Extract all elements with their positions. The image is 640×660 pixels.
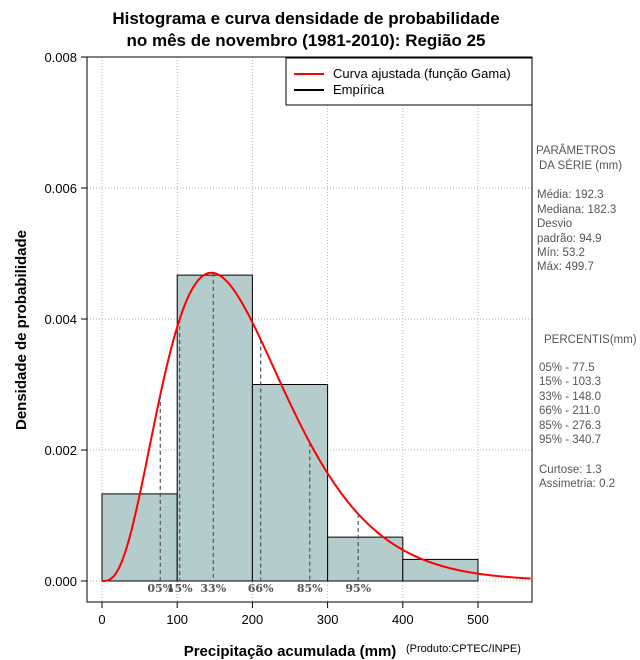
histogram-bar-2 <box>251 384 329 582</box>
x-tick-label-4: 400 <box>392 612 414 627</box>
param-media: Média: 192.3 <box>537 189 604 201</box>
y-tick-label-1: 0.002 <box>44 443 77 458</box>
param-desvio-2: padrão: 94.9 <box>537 233 602 245</box>
percentil-15: 15% - 103.3 <box>539 376 601 388</box>
y-tick-label-3: 0.006 <box>44 181 77 196</box>
x-tick-label-5: 500 <box>467 612 489 627</box>
percentil-05: 05% - 77.5 <box>539 362 595 374</box>
y-axis-label: Densidade de probabilidade <box>13 230 30 430</box>
gamma-curve <box>101 271 531 582</box>
percentile-label-66%: 66% <box>248 582 274 595</box>
legend-label-fitted: Curva ajustada (função Gama) <box>333 66 511 81</box>
percentile-label-15%: 15% <box>167 582 193 595</box>
params-title-1: PARÂMETROS <box>536 144 616 157</box>
percentile-labels: 05%15% 33% 66% 85% 95% <box>147 582 371 595</box>
legend-box <box>285 57 533 106</box>
param-min: Mín: 53.2 <box>537 247 585 259</box>
credit-text: (Produto:CPTEC/INPE) <box>406 643 521 655</box>
percentil-66: 66% - 211.0 <box>539 405 600 417</box>
y-axis: 0.000 0.002 0.004 0.006 0.008 <box>44 50 87 589</box>
percentile-lines <box>159 272 359 581</box>
histogram-bar-0 <box>101 493 178 582</box>
histogram-bar-4 <box>402 558 479 582</box>
param-max: Máx: 499.7 <box>537 261 594 273</box>
percentil-95: 95% - 340.7 <box>539 434 601 446</box>
y-tick-label-2: 0.004 <box>44 312 77 327</box>
x-axis-label: Precipitação acumulada (mm) <box>184 643 397 660</box>
y-tick-label-4: 0.008 <box>44 50 77 65</box>
x-axis: 0 100 200 300 400 500 <box>98 602 489 627</box>
chart-title-line2: no mês de novembro (1981-2010): Região 2… <box>126 31 485 50</box>
x-tick-label-3: 300 <box>317 612 339 627</box>
x-tick-label-1: 100 <box>166 612 188 627</box>
chart-title-line1: Histograma e curva densidade de probabil… <box>112 9 499 28</box>
percentile-label-05%: 05% <box>147 582 173 595</box>
y-tick-label-0: 0.000 <box>44 574 77 589</box>
legend-label-empirical: Empírica <box>333 82 385 97</box>
x-tick-label-2: 200 <box>242 612 264 627</box>
percentil-33: 33% - 148.0 <box>539 391 601 403</box>
param-desvio-1: Desvio <box>537 218 572 230</box>
percentile-label-33%: 33% <box>200 582 226 595</box>
percentis-title: PERCENTIS(mm) <box>544 334 637 346</box>
param-mediana: Mediana: 182.3 <box>537 204 616 216</box>
percentile-label-95%: 95% <box>345 582 371 595</box>
legend: Curva ajustada (função Gama) Empírica <box>285 57 533 106</box>
histogram-bars <box>101 274 479 582</box>
plot-frame <box>86 56 533 603</box>
histogram-bar-1 <box>176 274 253 582</box>
params-title-2: DA SÉRIE (mm) <box>539 159 622 172</box>
side-panel-percentiles: PERCENTIS(mm) 05% - 77.5 15% - 103.3 33%… <box>539 334 637 490</box>
assimetria: Assimetria: 0.2 <box>539 478 615 490</box>
x-tick-label-0: 0 <box>98 612 105 627</box>
side-panel-params: PARÂMETROS DA SÉRIE (mm) Média: 192.3 Me… <box>536 144 622 273</box>
percentil-85: 85% - 276.3 <box>539 420 601 432</box>
percentile-label-85%: 85% <box>297 582 323 595</box>
histogram-bar-3 <box>327 536 404 582</box>
curtose: Curtose: 1.3 <box>539 464 602 476</box>
